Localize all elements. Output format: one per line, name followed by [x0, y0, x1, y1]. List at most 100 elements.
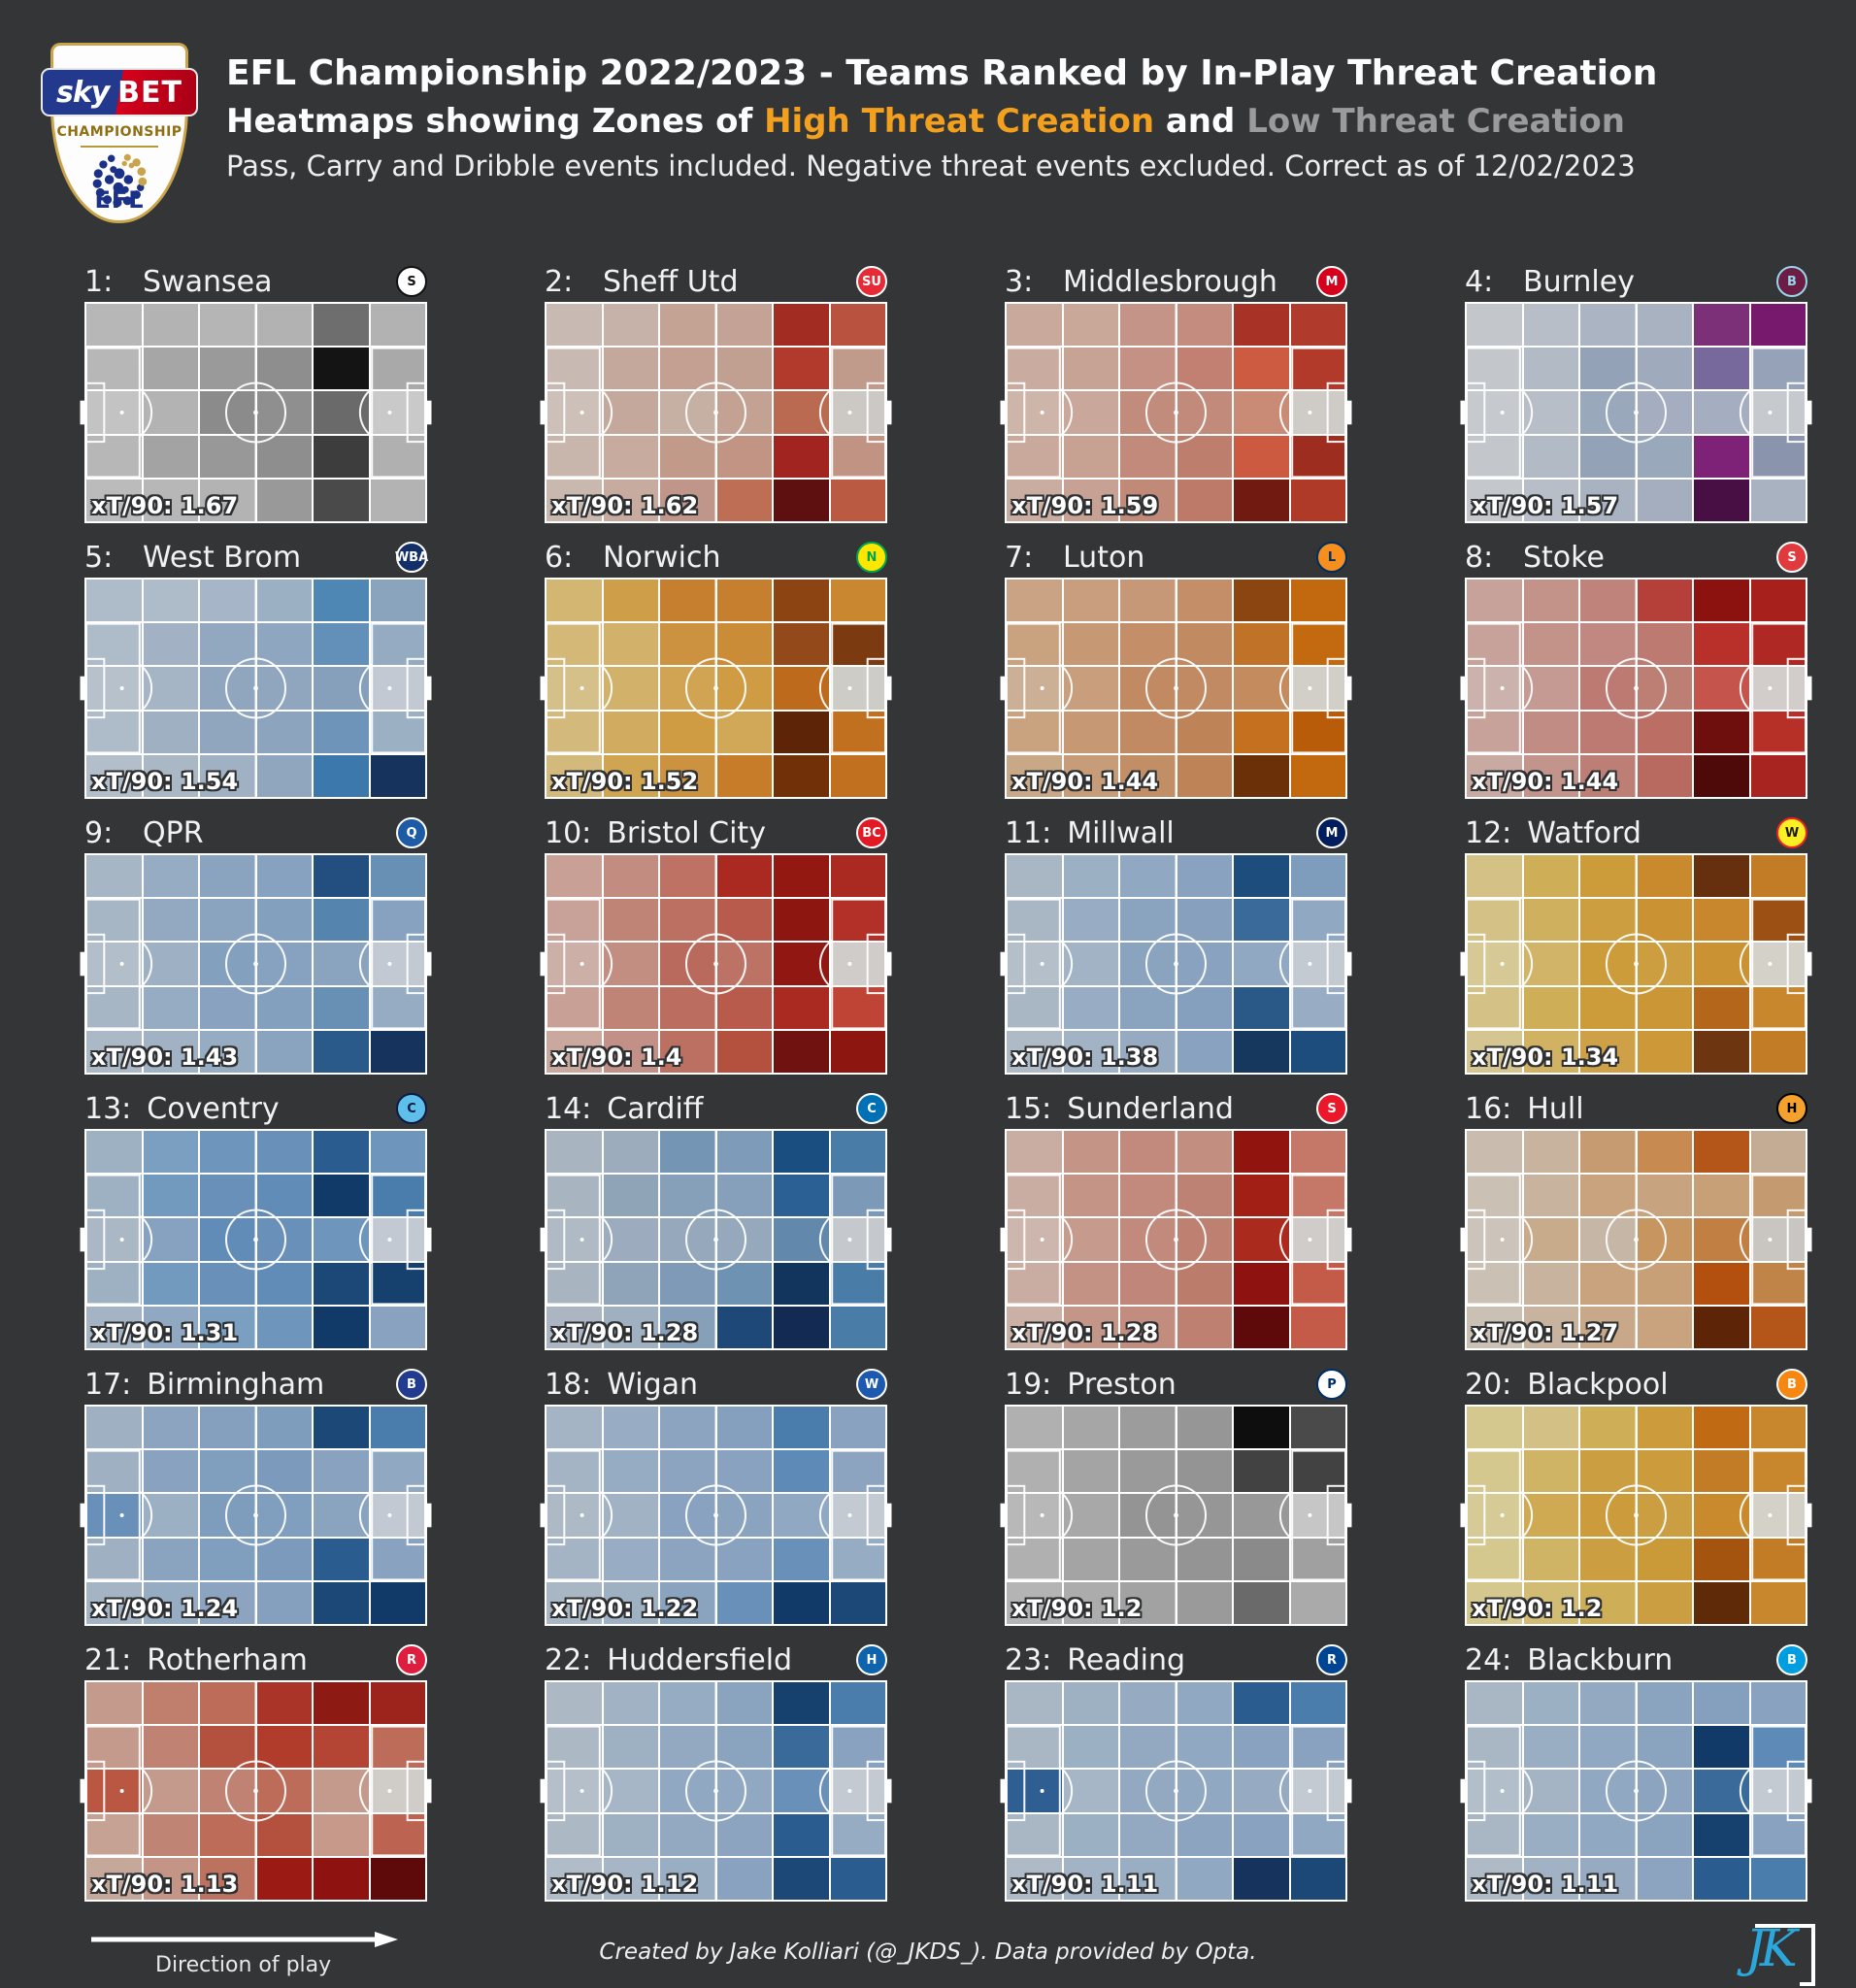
xt-value: xT/90: 1.28 [551, 1319, 699, 1346]
heatmap-cell [547, 899, 602, 942]
heatmap-cell [716, 1450, 772, 1493]
heatmap-cell [1694, 899, 1749, 942]
heatmap-cell [200, 1218, 255, 1261]
club-crest: SU [856, 266, 887, 297]
heatmap-cell [1694, 1131, 1749, 1174]
heatmap-cell [1234, 1857, 1289, 1900]
team-panel-title: 14: Cardiff C [545, 1088, 887, 1129]
heatmap-cell [1580, 623, 1636, 666]
heatmap-cell [774, 1030, 829, 1073]
heatmap-cell [716, 1726, 772, 1769]
heatmap-cell [1467, 1538, 1522, 1580]
heatmap-cell [1580, 943, 1636, 985]
heatmap-cell [1750, 1450, 1806, 1493]
heatmap-cell [1694, 1030, 1749, 1073]
heatmap-cell [314, 391, 369, 434]
heatmap-cell [1177, 1813, 1232, 1856]
team-rank: 1: [84, 264, 114, 299]
heatmap-cell [1750, 391, 1806, 434]
heatmap-cell [547, 580, 602, 622]
heatmap-cell [314, 1175, 369, 1217]
team-panel-title: 23: Reading R [1005, 1640, 1347, 1680]
heatmap-cell [1523, 855, 1578, 898]
heatmap-cell [716, 391, 772, 434]
heatmap-cell [547, 348, 602, 390]
team-panel-title: 4: Burnley B [1465, 261, 1807, 302]
heatmap-cell [1580, 479, 1636, 521]
heatmap-cell [314, 1857, 369, 1900]
xt-value: xT/90: 1.59 [1011, 492, 1159, 519]
heatmap-cell [1234, 1218, 1289, 1261]
pitch-heatmap: xT/90: 1.31 [80, 1129, 432, 1350]
heatmap-cell [774, 1813, 829, 1856]
heatmap-cell [1290, 580, 1345, 622]
heatmap-cell [660, 1813, 715, 1856]
heatmap-cell [86, 623, 142, 666]
pitch-heatmap: xT/90: 1.34 [1460, 853, 1812, 1075]
heatmap-cell [1234, 1262, 1289, 1305]
team-panel-title: 8: Stoke S [1465, 537, 1807, 578]
heatmap-cell [314, 304, 369, 347]
team-panel-title: 2: Sheff Utd SU [545, 261, 887, 302]
heatmap-cell [830, 623, 885, 666]
heatmap-cell [370, 1538, 425, 1580]
heatmap-cell [1637, 1857, 1692, 1900]
heatmap-cell [774, 1494, 829, 1537]
heatmap-cell [830, 1538, 885, 1580]
pitch-heatmap: xT/90: 1.28 [1000, 1129, 1352, 1350]
heatmap-cell [660, 1262, 715, 1305]
heatmap-cell [256, 754, 312, 797]
heatmap-cell [774, 348, 829, 390]
heatmap-cell [1007, 435, 1062, 478]
heatmap-cell [1694, 580, 1749, 622]
heatmap-cell [1580, 391, 1636, 434]
team-name: Cardiff [607, 1091, 704, 1126]
pitch-heatmap: xT/90: 1.62 [540, 302, 892, 523]
heatmap-cell [256, 1131, 312, 1174]
team-rank: 9: [84, 815, 114, 850]
heatmap-cell [1120, 580, 1176, 622]
heatmap-cell [830, 1581, 885, 1624]
heatmap-cell [1120, 1450, 1176, 1493]
heatmap-cell [200, 986, 255, 1029]
heatmap-cell [1063, 1407, 1118, 1449]
heatmap-cell [314, 479, 369, 521]
team-name: Millwall [1067, 815, 1175, 850]
heatmap-cell [1523, 1306, 1578, 1348]
team-panel: 20: Blackpool B [1460, 1364, 1812, 1626]
heatmap-cell [370, 435, 425, 478]
team-panel-title: 7: Luton L [1005, 537, 1347, 578]
heatmap-cell [660, 711, 715, 753]
heatmap-cell [660, 1175, 715, 1217]
heatmap-cell [1580, 1407, 1636, 1449]
heatmap-cell [1523, 899, 1578, 942]
heatmap-cell [1234, 580, 1289, 622]
heatmap-cell [1467, 435, 1522, 478]
pitch-heatmap: xT/90: 1.38 [1000, 853, 1352, 1075]
heatmap-cell [1694, 623, 1749, 666]
team-name: Hull [1527, 1091, 1584, 1126]
heatmap-cell [256, 943, 312, 985]
team-panel: 22: Huddersfield H [540, 1640, 892, 1902]
heatmap-cell [1637, 580, 1692, 622]
heatmap-cell [1580, 1131, 1636, 1174]
team-panel-title: 1: Swansea S [84, 261, 427, 302]
heatmap-cell [1467, 1030, 1522, 1073]
heatmap-cell [716, 1030, 772, 1073]
heatmap-cell [143, 711, 198, 753]
heatmap-cell [143, 580, 198, 622]
heatmap-cell [370, 1131, 425, 1174]
heatmap-cell [716, 1857, 772, 1900]
heatmap-cell [1523, 1682, 1578, 1725]
heatmap-cell [1234, 348, 1289, 390]
heatmap-cell [256, 986, 312, 1029]
heatmap-cell [1120, 1538, 1176, 1580]
heatmap-cell [370, 580, 425, 622]
heatmap-cell [660, 1770, 715, 1812]
heatmap-cell [256, 667, 312, 710]
team-panel: 19: Preston P [1000, 1364, 1352, 1626]
team-panel: 4: Burnley B [1460, 261, 1812, 523]
team-panel-title: 16: Hull H [1465, 1088, 1807, 1129]
heatmap-cell [200, 1306, 255, 1348]
heatmap-cell [1580, 1306, 1636, 1348]
